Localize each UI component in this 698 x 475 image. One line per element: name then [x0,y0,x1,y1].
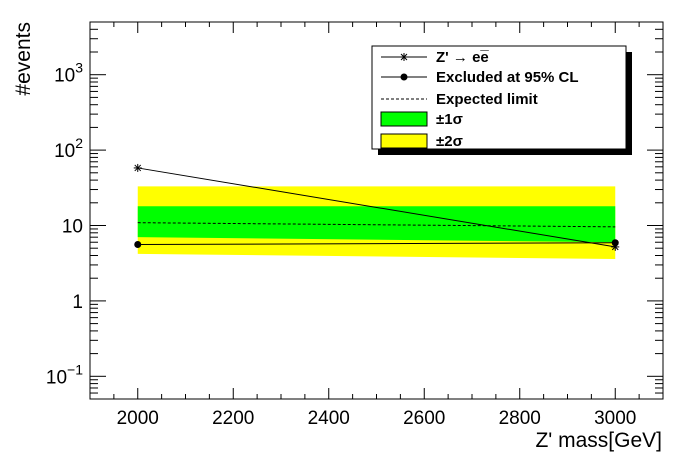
legend: Z' → ee̅ Excluded at 95% CL Expected lim… [371,45,632,155]
x-tick-label: 2000 [117,408,159,429]
signal-point [133,163,142,172]
y-tick-label: 10 [62,217,83,238]
legend-label-expected: Expected limit [436,91,538,108]
series-signal-line [137,167,616,248]
legend-entry-expected: Expected limit [381,91,538,108]
series-expected-line [137,222,616,228]
star-marker-icon [400,53,408,61]
x-tick-labels: 2000 2200 2400 2600 2800 3000 [117,408,637,429]
y-tick-label: 102 [54,135,83,162]
x-tick-label: 2200 [212,408,254,429]
series-observed-line [137,242,616,245]
legend-entry-1sigma: ±1σ [380,111,463,128]
legend-label-1sigma: ±1σ [436,111,463,128]
bands [137,186,616,259]
y-tick-label: 10−1 [46,361,83,388]
legend-label-2sigma: ±2σ [436,133,463,150]
x-axis-title: Z' mass[GeV] [535,429,662,452]
legend-entry-2sigma: ±2σ [380,133,463,150]
swatch-1sigma [380,111,428,127]
y-axis-title: #events [12,22,35,96]
x-tick-label: 3000 [594,408,636,429]
legend-label-observed: Excluded at 95% CL [436,69,579,86]
legend-entry-signal: Z' → ee̅ [381,49,490,66]
y-tick-labels: 10−1 1 10 102 103 [46,60,83,389]
legend-label-signal: Z' → ee̅ [436,49,490,66]
y-tick-label: 103 [54,60,83,87]
x-tick-label: 2400 [308,408,350,429]
band-1sigma [137,206,616,243]
legend-box [371,45,627,150]
observed-point [134,240,142,248]
x-tick-label: 2600 [403,408,445,429]
plot-frame [89,21,664,400]
legend-entry-observed: Excluded at 95% CL [381,69,579,86]
swatch-2sigma [380,133,428,149]
series [133,163,620,251]
signal-point [611,242,620,251]
x-tick-label: 2800 [499,408,541,429]
axis-ticks [89,21,664,400]
y-tick-label: 1 [72,292,83,313]
dot-marker-icon [400,73,408,81]
